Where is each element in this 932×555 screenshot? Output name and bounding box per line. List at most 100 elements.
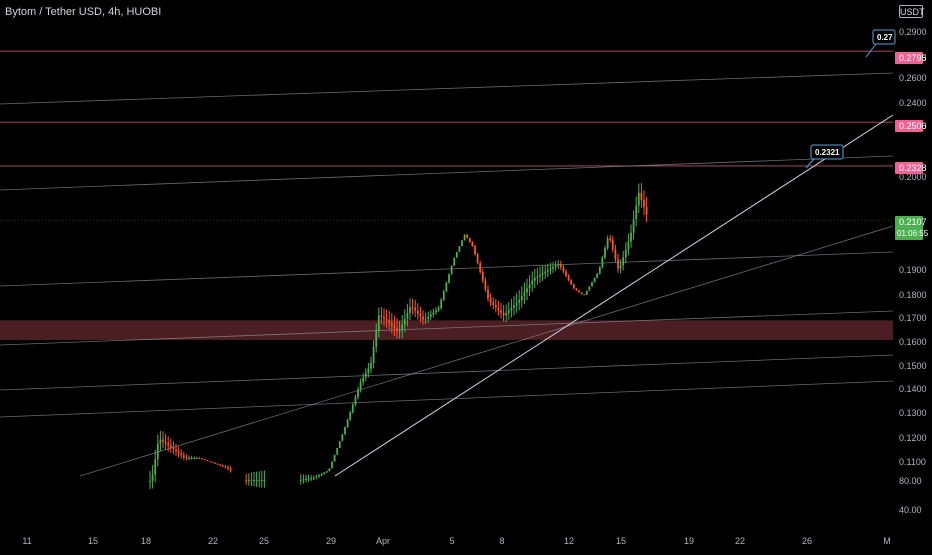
candle-body — [489, 298, 492, 303]
candle-body — [422, 316, 424, 320]
candle-66 — [367, 363, 370, 378]
candle-131 — [536, 267, 539, 285]
candle-body — [375, 330, 378, 347]
x-tick-label: 22 — [208, 536, 218, 546]
candle-165 — [624, 242, 627, 264]
candle-42 — [305, 474, 307, 483]
candle-body — [505, 312, 508, 316]
candle-body — [427, 316, 430, 319]
candle-body — [206, 460, 209, 462]
candle-body — [448, 274, 450, 283]
candle-body — [253, 480, 255, 482]
candle-99 — [453, 257, 456, 266]
candle-body — [182, 455, 185, 458]
candle-166 — [627, 233, 630, 256]
candle-body — [432, 312, 435, 315]
candle-body — [263, 480, 266, 482]
candle-body — [606, 238, 609, 248]
x-tick-label: 15 — [616, 536, 626, 546]
candle-109 — [479, 260, 482, 274]
candle-body — [554, 265, 557, 268]
candle-body — [598, 267, 601, 274]
candle-68 — [372, 340, 375, 369]
candle-53 — [333, 454, 336, 462]
candle-body — [346, 419, 349, 428]
candle-82 — [409, 298, 411, 321]
candle-body — [203, 459, 206, 461]
candle-159 — [609, 234, 612, 243]
candle-93 — [437, 305, 440, 313]
candle-118 — [502, 304, 505, 322]
candle-body — [546, 270, 549, 272]
channel-line-2 — [0, 251, 894, 287]
candle-body — [492, 302, 495, 306]
candle-144 — [570, 278, 573, 286]
candle-body — [619, 265, 622, 269]
candle-body — [611, 239, 614, 250]
price-label-text: 0.2328 — [899, 163, 927, 173]
candle-49 — [323, 471, 326, 475]
candle-75 — [390, 313, 393, 334]
candle-39 — [263, 470, 266, 488]
candle-103 — [463, 234, 466, 241]
candle-body — [344, 427, 346, 435]
candle-45 — [312, 475, 315, 481]
currency-badge[interactable]: USDT — [899, 5, 925, 18]
candle-113 — [489, 293, 492, 307]
x-tick-label: 26 — [802, 536, 812, 546]
candle-body — [580, 292, 583, 295]
candle-body — [559, 264, 562, 268]
candle-134 — [544, 264, 547, 279]
candle-body — [419, 313, 422, 317]
candle-95 — [442, 289, 445, 302]
candle-body — [567, 275, 570, 281]
y-tick-label: 0.1600 — [899, 337, 927, 347]
price-label-bg — [895, 216, 923, 240]
y-tick-label: 0.1500 — [899, 361, 927, 371]
candle-body — [328, 468, 331, 472]
candle-161 — [614, 244, 617, 263]
candle-body — [388, 320, 391, 323]
x-tick-label: 22 — [735, 536, 745, 546]
candle-body — [500, 310, 502, 313]
candle-126 — [523, 282, 526, 304]
candle-body — [541, 273, 544, 275]
candle-91 — [432, 308, 435, 318]
candle-19 — [198, 457, 201, 459]
symbol-title[interactable]: Bytom / Tether USD, 4h, HUOBI — [5, 6, 162, 18]
candle-48 — [320, 472, 323, 477]
candle-body — [354, 397, 357, 405]
candle-body — [372, 346, 375, 363]
candle-body — [396, 328, 398, 331]
candle-24 — [211, 461, 214, 463]
candle-119 — [505, 304, 508, 322]
candle-50 — [325, 470, 328, 473]
candle-70 — [377, 307, 380, 338]
candle-98 — [450, 265, 453, 275]
candle-body — [494, 305, 497, 308]
candle-body — [315, 476, 318, 478]
candle-body — [224, 466, 227, 468]
candle-body — [455, 251, 458, 258]
callout-box — [872, 29, 896, 45]
price-label-2: 0.2328 — [895, 162, 927, 174]
candle-body — [645, 207, 648, 215]
y-tick-label: 0.2000 — [899, 172, 927, 182]
price-label-3: 0.2107 01:06:55 — [895, 216, 929, 240]
callout-text: 0.27 — [877, 33, 893, 42]
candle-86 — [419, 306, 422, 323]
candle-129 — [531, 271, 534, 293]
candle-52 — [331, 461, 333, 469]
candle-body — [533, 277, 536, 281]
candle-27 — [219, 463, 222, 467]
channel-line-4 — [0, 354, 894, 391]
candle-23 — [208, 460, 211, 462]
candle-58 — [346, 418, 349, 428]
candle-115 — [494, 299, 497, 313]
y-tick-label: 0.1700 — [899, 313, 927, 323]
candle-body — [461, 240, 463, 247]
candle-body — [640, 192, 643, 200]
candle-37 — [258, 471, 261, 488]
